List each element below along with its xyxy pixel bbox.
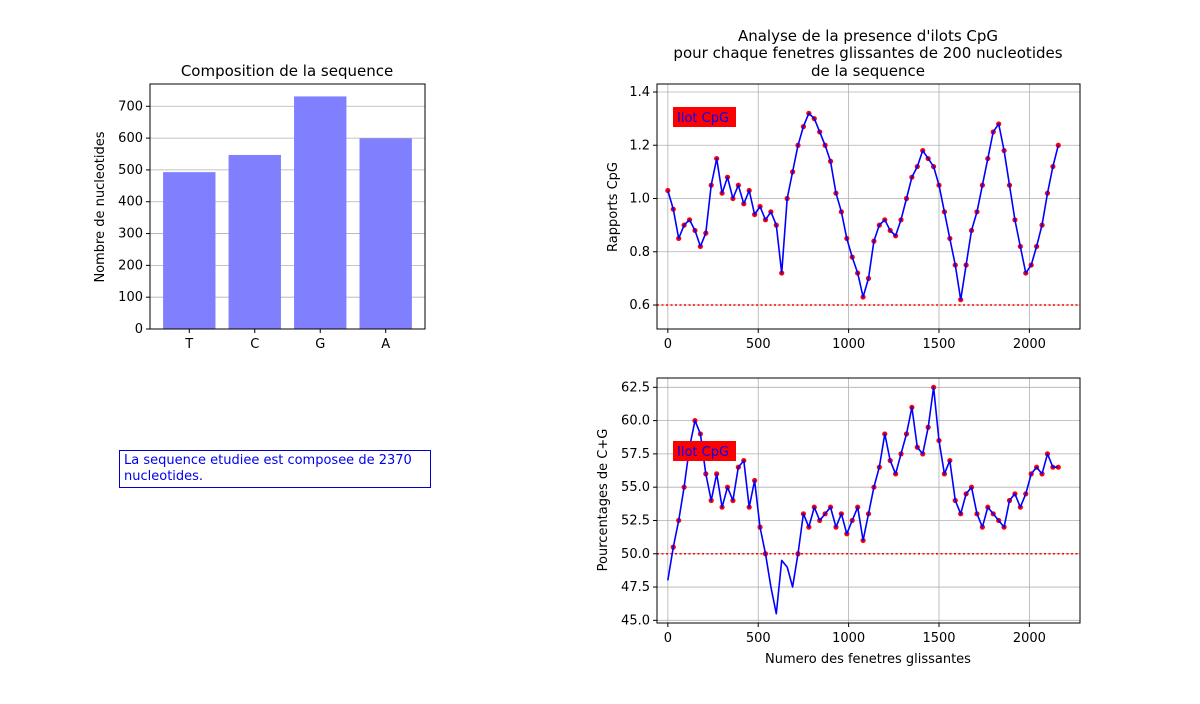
bar-T [163,172,216,329]
cpg-y-tick-label: 0.8 [629,245,650,260]
gc-chart-xlabel: Numero des fenetres glissantes [765,652,971,667]
bar-y-tick-label: 100 [118,290,143,305]
cpg-point [1055,142,1061,148]
gc-series-line [667,386,1059,615]
gc-y-tick-label: 50.0 [621,547,650,562]
gc-chart-badge: Ilot CpG [673,441,736,461]
cpg-chart-badge: Ilot CpG [673,107,736,127]
bar-A [359,138,412,329]
bar-x-tick-label: A [381,337,390,352]
sequence-info-box: La sequence etudiee est composee de 2370… [119,450,431,488]
cpg-x-tick-label: 0 [664,337,672,352]
bar-y-tick-label: 0 [135,322,143,337]
gc-y-tick-label: 47.5 [621,580,650,595]
cpg-chart-title-line-2: pour chaque fenetres glissantes de 200 n… [673,44,1062,62]
gc-y-tick-label: 57.5 [621,447,650,462]
bar-y-tick-label: 600 [118,131,143,146]
bar-x-tick-label: T [184,337,193,352]
cpg-x-tick-label: 500 [746,337,771,352]
cpg-chart-x-ticks: 0 500 1000 1500 2000 [664,329,1046,352]
bar-chart-frame [149,83,426,330]
gc-chart-series [667,384,1061,615]
gc-chart-ylabel: Pourcentages de C+G [596,429,611,572]
bar-chart-ylabel: Nombre de nucleotides [93,131,108,282]
gc-y-tick-label: 55.0 [621,480,650,495]
cpg-y-tick-label: 1.0 [629,192,650,207]
bar-y-tick-label: 400 [118,195,143,210]
cpg-x-tick-label: 2000 [1013,337,1046,352]
cpg-ratio-chart: Analyse de la presence d'ilots CpG pour … [606,27,1081,352]
gc-point [1055,464,1061,470]
cpg-chart-title-line-3: de la sequence [811,62,925,80]
cpg-x-tick-label: 1500 [922,337,955,352]
cpg-series-line [667,112,1060,301]
bar-chart-y-ticks: 0 100 200 300 400 500 600 700 [118,99,150,337]
bar-y-tick-label: 300 [118,227,143,242]
gc-x-tick-label: 0 [664,631,672,646]
cpg-y-tick-label: 1.2 [629,138,650,153]
cpg-chart-ylabel: Rapports CpG [606,162,621,252]
cpg-chart-series [665,110,1061,303]
bar-C [228,154,281,329]
gc-y-tick-label: 62.5 [621,380,650,395]
bar-chart-bars [163,96,412,329]
cpg-y-tick-label: 0.6 [629,298,650,313]
gc-percent-chart: 45.0 47.5 50.0 52.5 55.0 57.5 60.0 62.5 0 500 100… [596,377,1081,667]
cpg-x-tick-label: 1000 [832,337,865,352]
gc-y-tick-label: 52.5 [621,513,650,528]
gc-chart-badge-label: Ilot CpG [677,445,729,460]
cpg-chart-frame [656,83,1081,330]
gc-x-tick-label: 2000 [1013,631,1046,646]
bar-chart-title: Composition de la sequence [181,62,393,80]
gc-x-tick-label: 1000 [832,631,865,646]
bar-G [294,96,347,329]
cpg-chart-badge-label: Ilot CpG [677,111,729,126]
bar-x-tick-label: C [250,337,259,352]
bar-y-tick-label: 200 [118,258,143,273]
gc-y-tick-label: 45.0 [621,613,650,628]
cpg-chart-y-ticks: 0.6 0.8 1.0 1.2 1.4 [629,85,657,313]
gc-x-tick-label: 500 [746,631,771,646]
bar-chart: Composition de la sequence 0 100 200 300 400… [93,62,426,352]
cpg-y-tick-label: 1.4 [629,85,650,100]
gc-chart-x-ticks: 0 500 1000 1500 2000 [664,623,1046,646]
gc-x-tick-label: 1500 [922,631,955,646]
bar-y-tick-label: 500 [118,163,143,178]
cpg-chart-title-line-1: Analyse de la presence d'ilots CpG [738,27,998,45]
bar-y-tick-label: 700 [118,99,143,114]
gc-chart-y-ticks: 45.0 47.5 50.0 52.5 55.0 57.5 60.0 62.5 [621,380,657,628]
bar-x-tick-label: G [315,337,325,352]
gc-y-tick-label: 60.0 [621,414,650,429]
gc-chart-frame [656,377,1081,624]
